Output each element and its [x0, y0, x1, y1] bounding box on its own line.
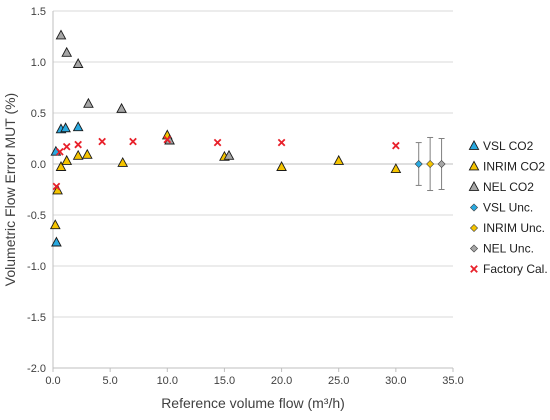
legend-marker-nel-unc [470, 245, 477, 252]
legend-label: INRIM CO2 [483, 160, 545, 174]
legend-marker-nel-co2 [469, 182, 478, 191]
nel-co2-point [84, 99, 93, 108]
legend-marker-vsl-unc [470, 204, 477, 211]
factory-cal-point [64, 143, 70, 149]
legend-label: VSL Unc. [483, 201, 533, 215]
y-tick-label: 1.0 [31, 57, 46, 69]
x-tick-label: 25.0 [328, 375, 349, 387]
legend-label: INRIM Unc. [483, 221, 545, 235]
inrim-co2-point [51, 220, 60, 229]
legend-marker-factory-cal [471, 266, 477, 272]
y-tick-label: 1.5 [31, 6, 46, 18]
y-tick-label: -2.0 [27, 363, 46, 375]
tick-labels: -2.0 -1.5 -1.0 -0.5 0.0 0.5 1.0 1.5 0.0 5.0 10.0 15… [27, 6, 464, 387]
data-points [51, 30, 445, 246]
inrim-co2-point [334, 156, 343, 165]
x-axis-title: Reference volume flow (m³/h) [161, 395, 345, 411]
inrim-unc-point [427, 160, 434, 167]
nel-unc-point [438, 160, 445, 167]
legend-label: NEL CO2 [483, 180, 534, 194]
factory-cal-point [130, 138, 136, 144]
legend-item-vsl-unc: VSL Unc. [470, 201, 533, 215]
nel-co2-point [56, 30, 65, 39]
gridlines [53, 11, 453, 368]
x-tick-label: 35.0 [442, 375, 463, 387]
legend-item-vsl-co2: VSL CO2 [469, 139, 533, 153]
factory-cal-point [393, 142, 399, 148]
factory-cal-point [99, 138, 105, 144]
legend-item-nel-unc: NEL Unc. [470, 242, 534, 256]
y-tick-label: -0.5 [27, 210, 46, 222]
x-tick-label: 5.0 [102, 375, 117, 387]
legend-item-factory-cal: Factory Cal. [471, 262, 548, 276]
inrim-co2-point [83, 150, 92, 159]
legend-label: NEL Unc. [483, 242, 534, 256]
inrim-co2-point [118, 158, 127, 167]
y-tick-label: 0.0 [31, 159, 46, 171]
inrim-co2-point [74, 151, 83, 160]
x-tick-label: 15.0 [214, 375, 235, 387]
legend-item-inrim-co2: INRIM CO2 [469, 160, 545, 174]
factory-cal-point [75, 141, 81, 147]
factory-cal-point [278, 139, 284, 145]
legend-label: Factory Cal. [483, 262, 548, 276]
nel-co2-point [62, 48, 71, 57]
legend-item-nel-co2: NEL CO2 [469, 180, 534, 194]
inrim-co2-point [62, 156, 71, 165]
nel-co2-point [74, 59, 83, 68]
legend-item-inrim-unc: INRIM Unc. [470, 221, 545, 235]
factory-cal-point [214, 139, 220, 145]
x-tick-label: 20.0 [271, 375, 292, 387]
vsl-co2-point [74, 122, 83, 131]
x-tick-label: 10.0 [157, 375, 178, 387]
legend-marker-vsl-co2 [469, 141, 478, 150]
legend-marker-inrim-unc [470, 224, 477, 231]
inrim-co2-point [277, 162, 286, 171]
inrim-co2-point [391, 164, 400, 173]
x-tick-label: 0.0 [45, 375, 60, 387]
legend-label: VSL CO2 [483, 139, 534, 153]
legend-marker-inrim-co2 [469, 161, 478, 170]
x-tick-label: 30.0 [385, 375, 406, 387]
vsl-unc-point [415, 160, 422, 167]
y-tick-label: 0.5 [31, 108, 46, 120]
y-tick-label: -1.0 [27, 261, 46, 273]
axes [53, 11, 453, 372]
legend: VSL CO2 INRIM CO2 NEL CO2 VSL Unc. INRIM Unc… [469, 139, 547, 276]
y-tick-label: -1.5 [27, 312, 46, 324]
nel-co2-point [117, 104, 126, 113]
y-axis-title: Volumetric Flow Error MUT (%) [2, 93, 18, 286]
